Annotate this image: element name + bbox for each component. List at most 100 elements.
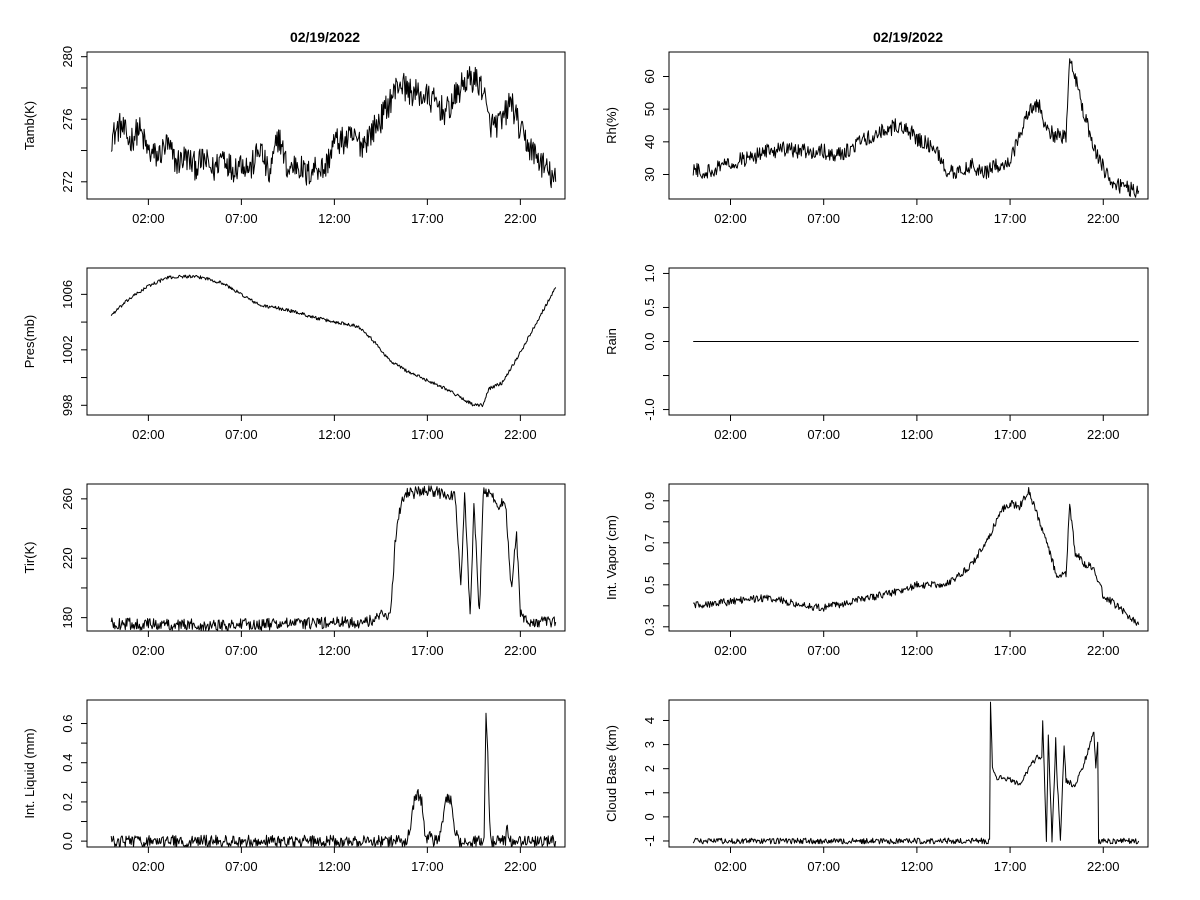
x-tick-label: 22:00 [504,427,537,442]
y-tick-label: 0.0 [642,332,657,350]
y-tick-label: 280 [60,46,75,68]
x-tick-label: 17:00 [994,427,1027,442]
series-line-vapor [692,487,1140,626]
x-tick-label: 07:00 [225,211,258,226]
plot-frame [86,483,566,632]
y-tick-label: 0.5 [642,576,657,594]
y-axis-label: Pres(mb) [22,315,37,368]
panel-rain: 02:00 07:00 12:00 17:00 22:00 -1.0 0.0 0.5 1.0 Ra… [604,264,1149,442]
series-line-rh [692,58,1140,198]
y-tick-label: 30 [642,167,657,181]
y-tick-label: 0.9 [642,492,657,510]
x-tick-label: 17:00 [994,859,1027,874]
y-tick-label: 0.0 [60,832,75,850]
x-tick-label: 07:00 [807,211,840,226]
series-line-cloudbase [692,701,1140,845]
x-tick-label: 12:00 [318,643,351,658]
plot-frame [86,51,566,200]
y-tick-label: 276 [60,108,75,130]
x-tick-label: 12:00 [901,643,934,658]
panel-liquid: 02:00 07:00 12:00 17:00 22:00 0.0 0.2 0.4 0.6 Int… [22,699,566,874]
x-tick-label: 22:00 [1087,643,1120,658]
y-tick-label: 1002 [60,335,75,364]
y-tick-label: 0.2 [60,793,75,811]
y-axis-label: Tir(K) [22,541,37,573]
y-tick-label: 4 [642,717,657,724]
x-tick-label: 02:00 [714,859,747,874]
x-tick-label: 02:00 [714,643,747,658]
plot-frame [86,699,566,848]
y-axis-label: Rain [604,328,619,355]
plot-frame [668,483,1149,632]
x-tick-label: 02:00 [714,211,747,226]
series-line-liquid [110,712,557,848]
x-tick-label: 22:00 [504,211,537,226]
y-tick-label: -1.0 [642,398,657,420]
y-tick-label: 998 [60,394,75,416]
x-tick-label: 02:00 [132,859,165,874]
y-tick-label: 0.3 [642,618,657,636]
x-tick-label: 17:00 [411,643,444,658]
x-tick-label: 07:00 [807,427,840,442]
x-tick-label: 12:00 [318,211,351,226]
x-tick-label: 17:00 [411,211,444,226]
x-tick-label: 07:00 [807,643,840,658]
y-axis-label: Int. Liquid (mm) [22,728,37,818]
y-tick-label: 1006 [60,280,75,309]
y-axis-label: Tamb(K) [22,101,37,150]
series-line-pres [110,274,557,408]
x-tick-label: 22:00 [1087,427,1120,442]
x-tick-label: 07:00 [225,643,258,658]
y-tick-label: 1.0 [642,264,657,282]
y-tick-label: 0.7 [642,534,657,552]
y-tick-label: 180 [60,607,75,629]
plot-frame [668,51,1149,200]
x-tick-label: 12:00 [901,427,934,442]
panel-vapor: 02:00 07:00 12:00 17:00 22:00 0.3 0.5 0.7 0.9 Int… [604,483,1149,658]
x-tick-label: 07:00 [225,427,258,442]
y-tick-label: 50 [642,102,657,116]
y-tick-label: 0.5 [642,298,657,316]
x-tick-label: 17:00 [411,427,444,442]
y-tick-label: 1 [642,789,657,796]
x-tick-label: 17:00 [411,859,444,874]
y-tick-label: 260 [60,488,75,510]
x-tick-label: 07:00 [225,859,258,874]
y-tick-label: 272 [60,171,75,193]
y-tick-label: 60 [642,69,657,83]
plot-frame [668,699,1149,848]
panel-tamb: 02:00 07:00 12:00 17:00 22:00 272 276 280 Tamb(K… [22,46,566,226]
x-tick-label: 12:00 [901,211,934,226]
panel-tir: 02:00 07:00 12:00 17:00 22:00 180 220 260 Tir(K) [22,483,566,658]
panel-pres: 02:00 07:00 12:00 17:00 22:00 998 1002 1006 Pres… [22,267,566,442]
y-axis-label: Cloud Base (km) [604,725,619,822]
x-tick-label: 02:00 [132,427,165,442]
y-tick-label: 3 [642,741,657,748]
y-tick-label: 220 [60,547,75,569]
y-tick-label: 0.4 [60,754,75,772]
y-tick-label: 0.6 [60,714,75,732]
x-tick-label: 12:00 [318,859,351,874]
x-tick-label: 22:00 [1087,859,1120,874]
x-tick-label: 17:00 [994,643,1027,658]
y-tick-label: 2 [642,765,657,772]
panels: 02:00 07:00 12:00 17:00 22:00 272 276 280 Tamb(K… [22,46,1149,874]
x-tick-label: 12:00 [318,427,351,442]
x-tick-label: 02:00 [714,427,747,442]
x-tick-label: 22:00 [504,859,537,874]
x-tick-label: 22:00 [1087,211,1120,226]
left-title: 02/19/2022 [290,29,360,45]
x-tick-label: 02:00 [132,211,165,226]
y-axis-label: Int. Vapor (cm) [604,515,619,600]
x-tick-label: 07:00 [807,859,840,874]
series-line-tamb [110,66,557,189]
panel-cloudbase: 02:00 07:00 12:00 17:00 22:00 -1 0 1 2 3 4 Cloud Ba… [604,699,1149,874]
series-line-tir [110,485,557,632]
x-tick-label: 17:00 [994,211,1027,226]
y-tick-label: 0 [642,813,657,820]
x-tick-label: 12:00 [901,859,934,874]
y-tick-label: 40 [642,135,657,149]
y-axis-label: Rh(%) [604,107,619,144]
panel-rh: 02:00 07:00 12:00 17:00 22:00 30 40 50 60 Rh(%) [604,51,1149,226]
